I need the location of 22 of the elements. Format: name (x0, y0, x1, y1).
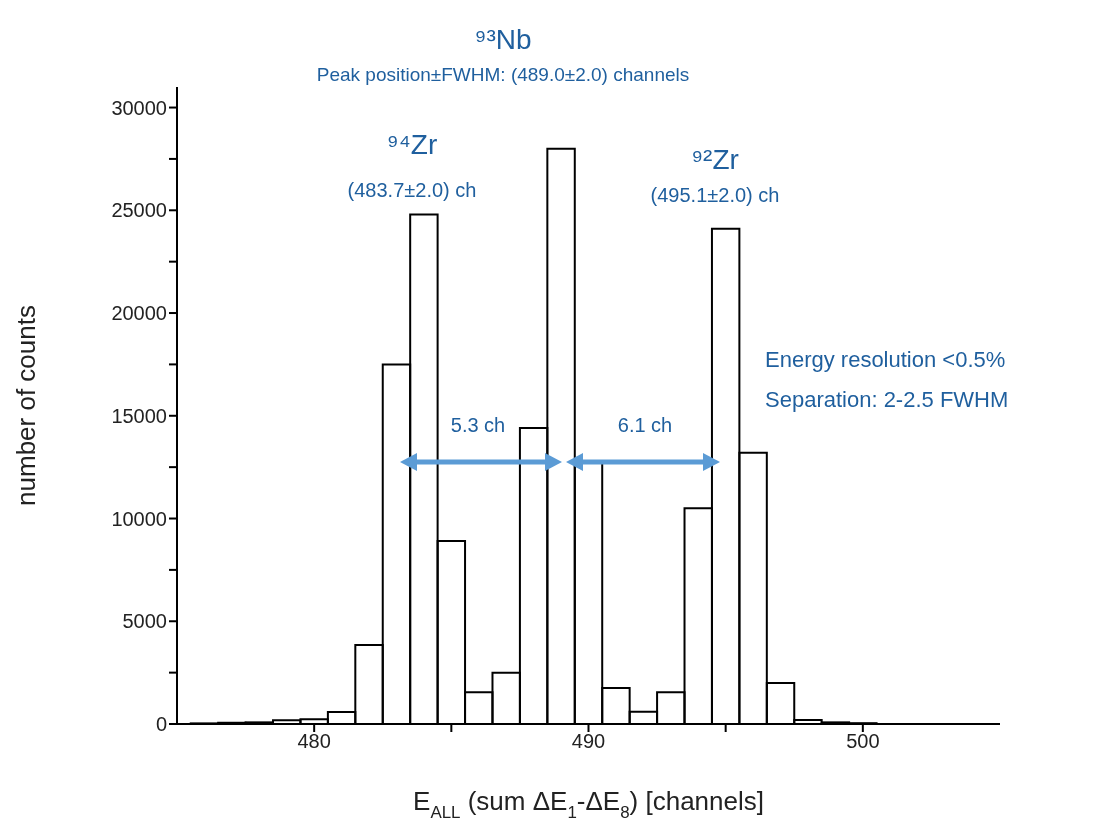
y-tick-label: 15000 (111, 404, 167, 427)
annotation: 5.3 ch (450, 413, 506, 437)
x-tick-label: 500 (846, 730, 880, 753)
annotation: ⁹⁴Zr (386, 128, 438, 162)
text: Peak position±FWHM: (489.0±2.0) channels (316, 64, 690, 86)
annotation: (495.1±2.0) ch (650, 183, 780, 207)
annotation: 6.1 ch (617, 413, 673, 437)
annotation: Separation: 2-2.5 FWHM (765, 387, 1009, 413)
text: ⁹³Nb (474, 23, 532, 57)
y-axis-title: number of counts (11, 305, 41, 506)
y-tick-label: 5000 (122, 610, 167, 633)
x-tick-label: 490 (571, 730, 606, 753)
y-tick-label: 0 (155, 713, 167, 736)
x-tick-label: 480 (297, 730, 331, 753)
y-tick-label: 10000 (111, 507, 167, 530)
y-tick-label: 30000 (111, 96, 167, 119)
x-axis-title: E$_{ALL}$ (sum ΔE$_{1}$-ΔE$_{8}$) [channels] (413, 786, 764, 822)
annotation: Energy resolution <0.5% (765, 347, 1006, 373)
y-tick-label: 20000 (111, 302, 167, 325)
y-tick-label: 25000 (111, 199, 167, 222)
annotation: (483.7±2.0) ch (347, 178, 477, 202)
annotation: ⁹²Zr (691, 143, 739, 177)
